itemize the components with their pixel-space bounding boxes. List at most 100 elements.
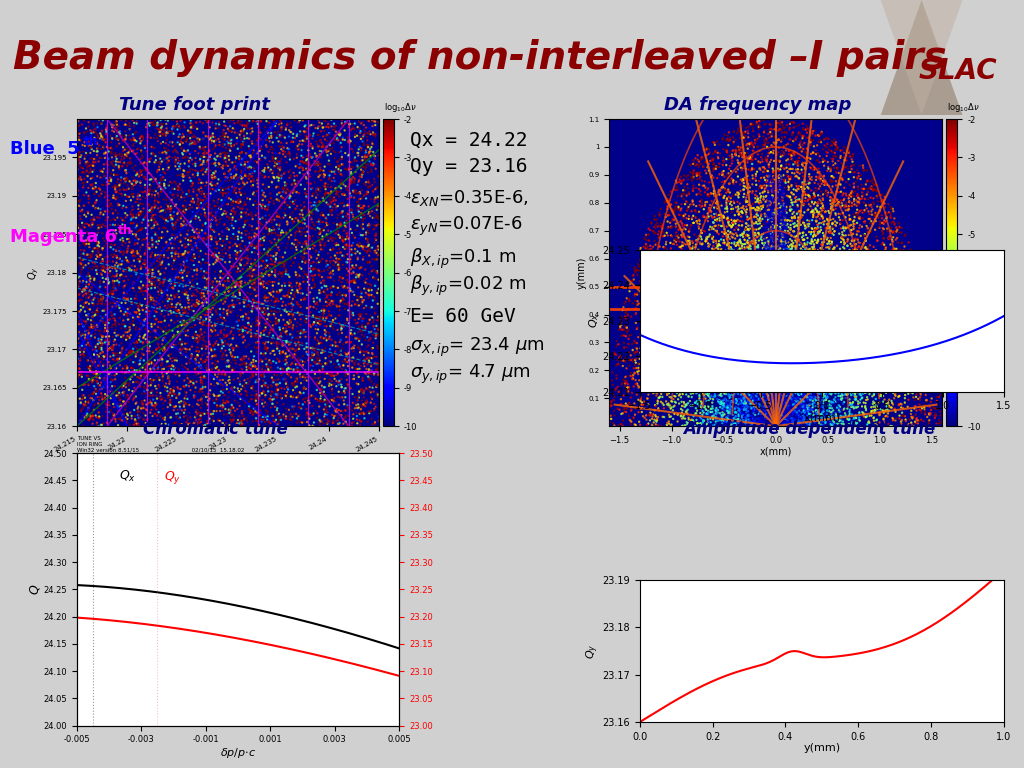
Point <box>757 139 773 151</box>
Point <box>646 214 663 226</box>
Point <box>695 210 712 222</box>
Point <box>788 280 805 292</box>
Point <box>690 382 707 395</box>
Point <box>788 316 805 328</box>
Point <box>852 376 868 389</box>
Point <box>776 406 793 418</box>
Point <box>782 303 799 316</box>
Point <box>849 204 865 216</box>
Point <box>121 332 137 344</box>
Point <box>329 237 345 249</box>
Point <box>91 212 108 224</box>
Point <box>768 355 784 367</box>
Point <box>766 413 782 425</box>
Point <box>724 285 740 297</box>
Point <box>839 336 855 348</box>
Point <box>797 304 813 316</box>
Point <box>620 386 636 398</box>
Point <box>77 349 93 362</box>
Point <box>247 393 263 406</box>
Point <box>216 205 232 217</box>
Point <box>723 346 739 359</box>
Point <box>189 133 206 145</box>
Point <box>322 143 338 155</box>
Point <box>779 335 796 347</box>
Point <box>855 385 871 397</box>
Point <box>190 256 207 268</box>
Point <box>732 353 749 365</box>
Point <box>105 192 122 204</box>
Point <box>145 374 162 386</box>
Point <box>87 321 103 333</box>
Point <box>763 406 779 418</box>
Point <box>823 139 840 151</box>
Point <box>897 389 913 401</box>
Point <box>233 147 250 159</box>
Point <box>777 243 794 255</box>
Point <box>343 343 359 355</box>
Point <box>748 313 764 325</box>
Point <box>307 310 324 323</box>
Point <box>95 133 112 145</box>
Point <box>346 276 362 289</box>
Point <box>80 310 96 322</box>
Point <box>916 308 933 320</box>
Point <box>262 243 279 256</box>
Point <box>650 376 667 389</box>
Point <box>232 147 249 159</box>
Point <box>140 397 157 409</box>
Point <box>247 360 263 372</box>
Point <box>841 200 857 212</box>
Point <box>637 373 653 386</box>
Point <box>767 137 783 150</box>
Point <box>258 163 274 175</box>
Point <box>817 251 834 263</box>
Point <box>866 262 883 274</box>
Point <box>693 197 710 209</box>
Point <box>188 341 205 353</box>
Point <box>736 347 753 359</box>
Point <box>697 324 714 336</box>
Point <box>757 227 773 240</box>
Point <box>858 290 874 303</box>
Point <box>754 228 770 240</box>
Point <box>768 218 784 230</box>
Point <box>757 419 773 431</box>
Point <box>795 297 811 310</box>
Point <box>179 289 196 301</box>
Point <box>281 131 297 143</box>
Point <box>750 357 766 369</box>
Point <box>841 190 857 203</box>
Point <box>268 317 285 329</box>
Point <box>837 273 853 285</box>
Point <box>646 294 663 306</box>
Point <box>166 238 182 250</box>
Point <box>916 328 933 340</box>
Point <box>859 381 876 393</box>
Point <box>756 336 772 348</box>
Point <box>730 416 746 429</box>
Point <box>119 191 135 204</box>
Point <box>244 368 260 380</box>
Point <box>645 290 662 302</box>
Point <box>819 384 836 396</box>
Point <box>753 200 769 213</box>
Point <box>758 293 774 306</box>
Point <box>198 218 214 230</box>
Point <box>233 281 250 293</box>
Point <box>777 354 794 366</box>
Point <box>76 297 92 310</box>
Point <box>805 379 821 392</box>
Point <box>737 403 754 415</box>
Point <box>808 376 824 388</box>
Point <box>255 375 271 387</box>
Point <box>312 161 329 174</box>
Point <box>753 402 769 415</box>
Point <box>700 415 717 428</box>
Point <box>108 250 124 262</box>
Point <box>753 339 769 352</box>
Point <box>276 382 293 395</box>
Point <box>685 258 701 270</box>
Point <box>298 409 314 422</box>
Point <box>75 320 91 333</box>
